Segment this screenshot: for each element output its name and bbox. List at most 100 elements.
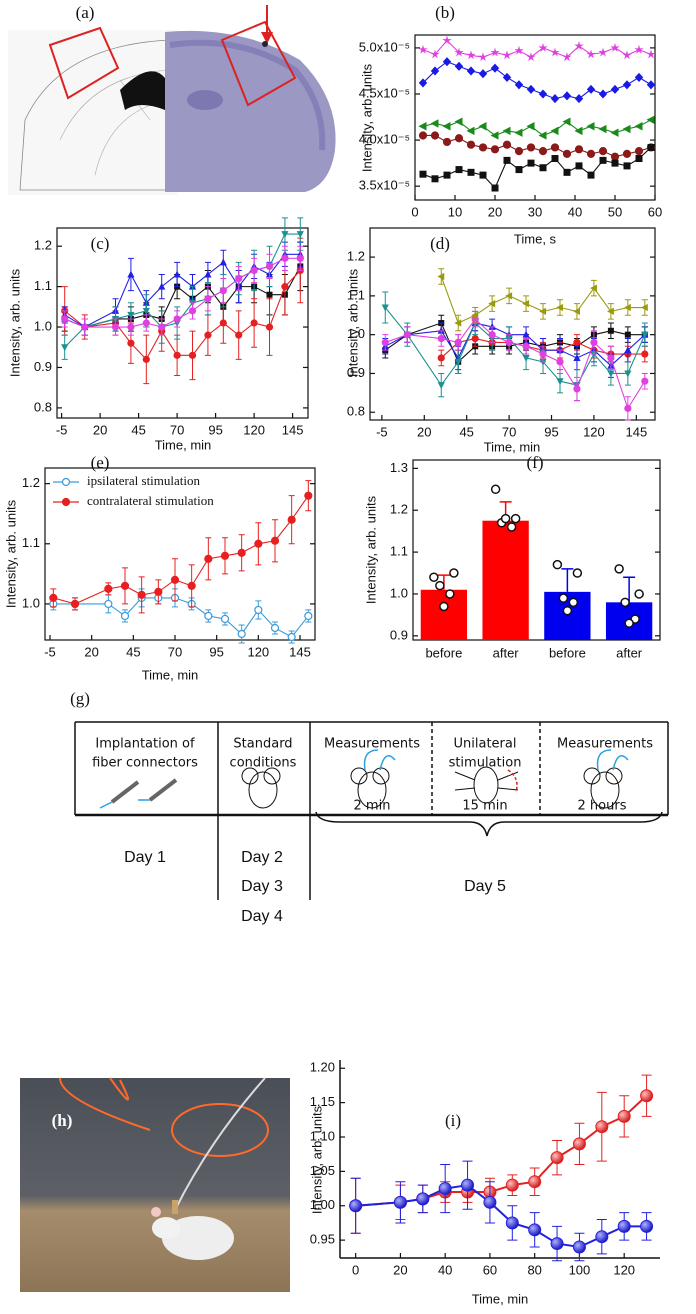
step-label: conditions <box>230 756 297 771</box>
data-point <box>623 303 631 312</box>
y-tick-label: 4.0x10⁻⁵ <box>359 132 410 147</box>
data-point <box>550 1237 564 1251</box>
day-label: Day 1 <box>124 849 166 866</box>
step-label: Unilateral <box>454 737 517 752</box>
data-point <box>526 122 535 131</box>
data-point <box>454 338 462 347</box>
x-tick-label: 0 <box>411 204 418 219</box>
data-point <box>573 338 581 347</box>
data-point <box>158 323 166 331</box>
data-point <box>514 147 524 156</box>
legend-label: ipsilateral stimulation <box>87 473 201 488</box>
data-point <box>104 599 113 609</box>
data-point <box>61 315 69 323</box>
data-point <box>617 1219 631 1233</box>
data-point <box>502 72 512 82</box>
data-point <box>237 629 246 639</box>
y-tick-label: 1.1 <box>347 287 365 302</box>
x-tick-label: before <box>549 645 586 660</box>
data-point <box>466 50 476 60</box>
data-point <box>590 284 597 292</box>
data-point <box>624 618 634 629</box>
data-point <box>606 307 614 315</box>
data-point <box>154 587 163 596</box>
data-point <box>575 162 583 170</box>
data-point <box>598 89 608 99</box>
data-point <box>552 559 563 570</box>
data-point <box>437 382 445 389</box>
x-tick-label: 60 <box>648 204 662 219</box>
data-point <box>522 300 530 308</box>
data-point <box>466 126 475 136</box>
data-point <box>550 47 560 57</box>
data-point <box>634 589 644 599</box>
data-point <box>442 35 452 45</box>
data-point <box>502 50 512 60</box>
data-point <box>610 43 620 52</box>
data-point <box>266 291 273 298</box>
data-point <box>204 554 213 563</box>
day-label: Day 4 <box>241 908 283 925</box>
data-point <box>478 122 487 131</box>
data-point <box>442 137 452 147</box>
data-point <box>142 307 150 315</box>
data-point <box>287 515 296 524</box>
y-tick-label: 3.5x10⁻⁵ <box>359 178 410 193</box>
data-point <box>562 52 572 62</box>
data-point <box>381 304 389 312</box>
data-point <box>445 589 455 599</box>
step-label: stimulation <box>449 756 522 771</box>
data-point <box>622 124 631 134</box>
data-point <box>550 143 560 152</box>
error-bar <box>623 576 636 603</box>
plot-frame <box>44 467 316 641</box>
data-point <box>490 63 500 73</box>
data-point <box>539 307 547 315</box>
data-point <box>142 355 150 363</box>
data-point <box>502 126 511 136</box>
data-point <box>393 1195 407 1209</box>
data-point <box>550 126 559 136</box>
y-tick-label: 1.0 <box>22 595 40 610</box>
data-point <box>61 344 69 352</box>
x-tick-label: 145 <box>289 644 311 659</box>
y-tick-label: 1.05 <box>310 1163 335 1178</box>
series-line <box>53 597 309 638</box>
error-bar <box>561 568 574 592</box>
data-point <box>443 171 451 179</box>
data-point <box>586 49 596 59</box>
data-point <box>49 593 58 603</box>
data-point <box>235 331 243 339</box>
data-point <box>419 170 427 178</box>
data-point <box>556 303 563 312</box>
data-point <box>562 605 573 616</box>
data-point <box>488 331 496 339</box>
data-point <box>624 404 632 412</box>
data-point <box>500 513 511 524</box>
x-tick-label: 30 <box>528 204 542 219</box>
data-point <box>438 1182 452 1196</box>
x-tick-label: 20 <box>93 422 107 437</box>
data-point <box>586 149 596 159</box>
data-point <box>490 131 499 140</box>
x-axis-title: Time, min <box>155 437 212 452</box>
y-axis-title: Intensity, arb. units <box>345 268 360 377</box>
x-tick-label: 120 <box>613 1262 635 1277</box>
data-point <box>265 262 274 271</box>
data-point <box>573 307 580 315</box>
data-point <box>574 94 584 104</box>
data-point <box>439 601 449 612</box>
data-point <box>127 339 135 347</box>
data-point <box>220 614 230 624</box>
data-point <box>503 156 511 164</box>
data-point <box>538 89 548 99</box>
data-point <box>614 564 624 574</box>
plot-frame <box>369 227 656 421</box>
x-tick-label: 120 <box>243 422 265 437</box>
panel-label: (g) <box>70 689 90 708</box>
data-point <box>254 605 263 615</box>
data-point <box>586 84 596 94</box>
y-tick-label: 0.9 <box>390 627 408 642</box>
series-line <box>422 39 652 58</box>
y-tick-label: 4.5x10⁻⁵ <box>359 85 410 100</box>
